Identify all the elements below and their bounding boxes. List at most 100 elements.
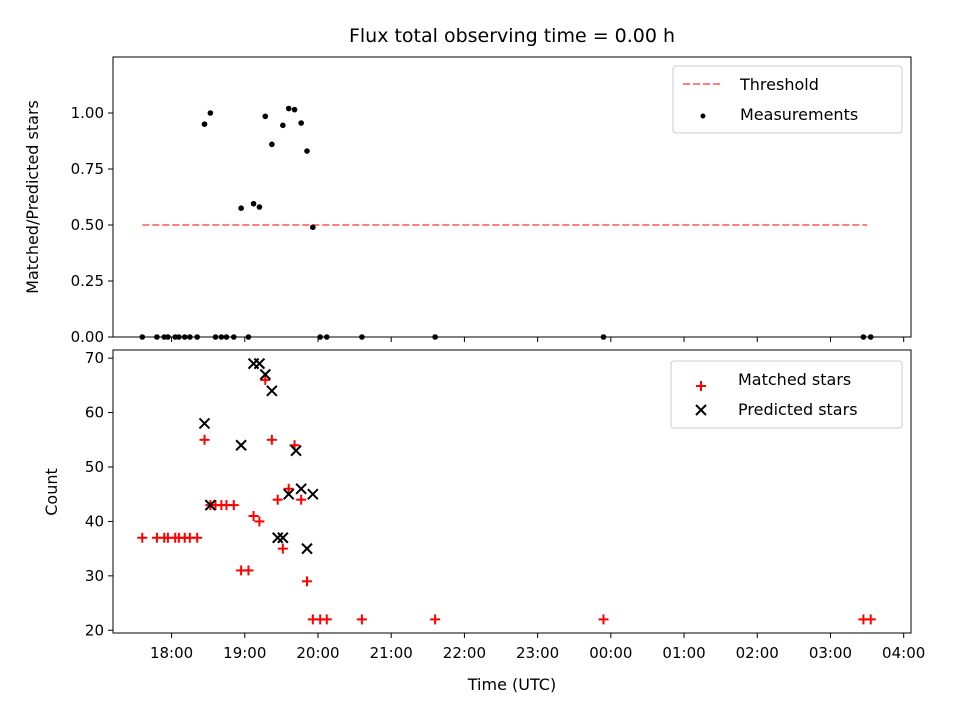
matched-star-point	[283, 483, 294, 494]
measurement-point	[860, 334, 867, 340]
measurement-point	[181, 334, 188, 340]
matched-star-point	[137, 532, 148, 543]
top-y-tick-label: 1.00	[71, 104, 104, 122]
measurements-series	[139, 105, 874, 340]
measurement-point	[304, 148, 310, 154]
measurement-point	[317, 334, 323, 340]
bottom-x-ticks: 18:00 19:00 20:00 21:00 22:00 23:00 00:00 01:00…	[150, 633, 925, 662]
predicted-star-point	[266, 385, 278, 397]
predicted-star-point	[235, 439, 247, 451]
measurement-point	[223, 334, 230, 340]
measurement-point	[310, 224, 316, 231]
predicted-star-point	[301, 542, 313, 555]
bottom-x-tick-label: 18:00	[150, 644, 193, 662]
predicted-legend-marker	[695, 404, 707, 416]
matched-star-point	[199, 434, 210, 445]
measurement-point	[291, 106, 298, 113]
bottom-y-tick-label: 40	[85, 512, 104, 530]
matched-star-point	[321, 614, 332, 625]
predicted-star-point	[259, 368, 271, 381]
measurement-point	[218, 334, 225, 340]
predicted-star-point	[198, 417, 211, 430]
predicted-star-point	[277, 532, 289, 544]
predicted-star-point	[253, 357, 266, 370]
measurement-point	[298, 120, 304, 126]
x-axis-label: Time (UTC)	[467, 675, 556, 694]
predicted-star-point	[295, 483, 307, 495]
measurement-point	[165, 334, 171, 340]
matched-stars-series	[137, 374, 876, 625]
bottom-legend: Matched stars Predicted stars	[670, 360, 903, 429]
predicted-stars-series	[198, 357, 319, 555]
predicted-star-point	[290, 444, 302, 457]
measurement-point	[323, 334, 330, 340]
bottom-y-tick-label: 20	[85, 621, 104, 639]
bottom-x-tick-label: 00:00	[589, 644, 632, 662]
measurement-point	[230, 334, 237, 340]
matched-star-point	[865, 614, 876, 625]
bottom-y-tick-label: 70	[85, 349, 104, 367]
matched-star-point	[260, 374, 271, 385]
matched-star-point	[302, 576, 313, 587]
measurement-point	[867, 334, 874, 340]
matched-star-point	[192, 532, 203, 543]
matched-star-point	[272, 494, 283, 505]
bottom-x-tick-label: 04:00	[882, 644, 925, 662]
measurement-point	[256, 204, 263, 210]
matched-star-point	[356, 614, 367, 625]
matched-legend-label: Matched stars	[738, 370, 851, 389]
measurement-point	[432, 334, 438, 340]
top-y-tick-label: 0.75	[71, 160, 104, 178]
bottom-y-axis-label: Count	[42, 468, 61, 516]
predicted-star-point	[307, 488, 319, 500]
measurement-point	[245, 334, 252, 340]
measurement-point	[139, 334, 146, 340]
bottom-y-ticks: 20 30 40 50 60 70	[85, 349, 113, 639]
top-x-ticks	[171, 337, 905, 342]
top-panel: 0.00 0.25 0.50 0.75 1.00 Matched/Predicted s…	[23, 56, 912, 346]
bottom-x-tick-label: 19:00	[223, 644, 266, 662]
matched-star-point	[598, 614, 609, 625]
top-legend-box	[672, 65, 903, 134]
matched-star-point	[296, 494, 307, 505]
bottom-panel: 20 30 40 50 60 70 18:00 19:00 20:00 21:00 22:00 23…	[42, 349, 925, 694]
top-y-tick-label: 0.00	[71, 328, 104, 346]
bottom-legend-box	[670, 360, 903, 429]
measurement-point	[600, 334, 607, 340]
top-y-tick-label: 0.50	[71, 216, 104, 234]
measurement-point	[154, 334, 160, 340]
top-legend: Threshold Measurements	[672, 65, 903, 134]
top-y-tick-label: 0.25	[71, 272, 104, 290]
bottom-x-tick-label: 20:00	[296, 644, 339, 662]
measurement-point	[250, 200, 257, 207]
measurement-point	[201, 121, 208, 127]
matched-star-point	[430, 614, 441, 625]
measurement-point	[212, 334, 219, 340]
bottom-x-tick-label: 21:00	[370, 644, 413, 662]
matched-star-point	[243, 565, 254, 576]
measurements-legend-marker	[700, 113, 706, 119]
predicted-legend-label: Predicted stars	[738, 400, 858, 419]
bottom-x-tick-label: 01:00	[662, 644, 705, 662]
top-y-ticks: 0.00 0.25 0.50 0.75 1.00	[71, 104, 113, 346]
predicted-star-point	[204, 499, 217, 511]
top-y-axis-label: Matched/Predicted stars	[23, 100, 42, 294]
measurement-point	[359, 334, 365, 340]
bottom-y-tick-label: 30	[85, 567, 104, 585]
bottom-y-tick-label: 60	[85, 404, 104, 422]
predicted-star-point	[272, 532, 284, 544]
measurements-legend-label: Measurements	[740, 105, 858, 124]
bottom-x-tick-label: 23:00	[516, 644, 559, 662]
measurement-point	[176, 334, 182, 340]
measurement-point	[238, 205, 244, 211]
bottom-x-tick-label: 03:00	[809, 644, 852, 662]
matched-star-point	[248, 510, 259, 521]
threshold-legend-label: Threshold	[739, 75, 819, 94]
measurement-point	[262, 113, 269, 120]
bottom-x-tick-label: 22:00	[443, 644, 486, 662]
bottom-x-tick-label: 02:00	[736, 644, 779, 662]
measurement-point	[285, 105, 292, 112]
measurement-point	[194, 334, 200, 340]
matched-star-point	[228, 500, 239, 511]
measurement-point	[187, 334, 193, 340]
